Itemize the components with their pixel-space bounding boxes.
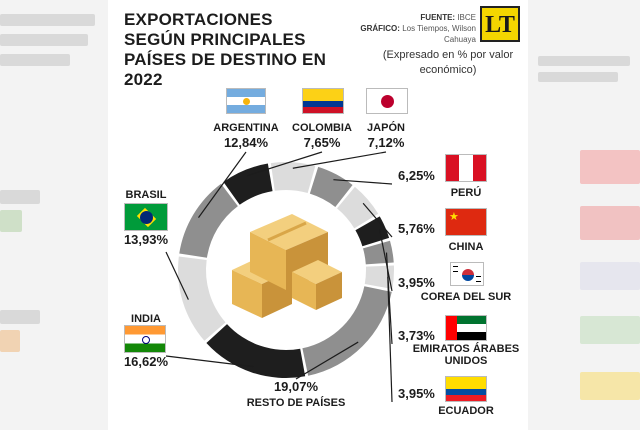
south-korea-flag bbox=[450, 262, 484, 286]
india-flag bbox=[124, 325, 166, 353]
unit-note: (Expresado en % por valor económico) bbox=[382, 49, 514, 76]
argentina-flag bbox=[226, 88, 266, 114]
graphic-value: Los Tiempos, Wilson Cahuaya bbox=[402, 24, 476, 44]
ecuador-flag bbox=[445, 376, 487, 402]
source-credit: FUENTE: IBCE GRÁFICO: Los Tiempos, Wilso… bbox=[338, 12, 476, 45]
graphic-label: GRÁFICO: bbox=[360, 24, 400, 33]
source-value: IBCE bbox=[457, 13, 476, 22]
source-label: FUENTE: bbox=[420, 13, 456, 22]
left-blurred-band bbox=[0, 0, 108, 430]
peru-flag bbox=[445, 154, 487, 182]
brazil-flag bbox=[124, 203, 168, 231]
japan-flag bbox=[366, 88, 408, 114]
uae-flag bbox=[445, 315, 487, 341]
right-blurred-band bbox=[528, 0, 640, 430]
los-tiempos-logo: LT bbox=[480, 6, 520, 42]
china-flag: ★ bbox=[445, 208, 487, 236]
infographic-title: EXPORTACIONES SEGÚN PRINCIPALES PAÍSES D… bbox=[124, 10, 327, 89]
colombia-flag bbox=[302, 88, 344, 114]
